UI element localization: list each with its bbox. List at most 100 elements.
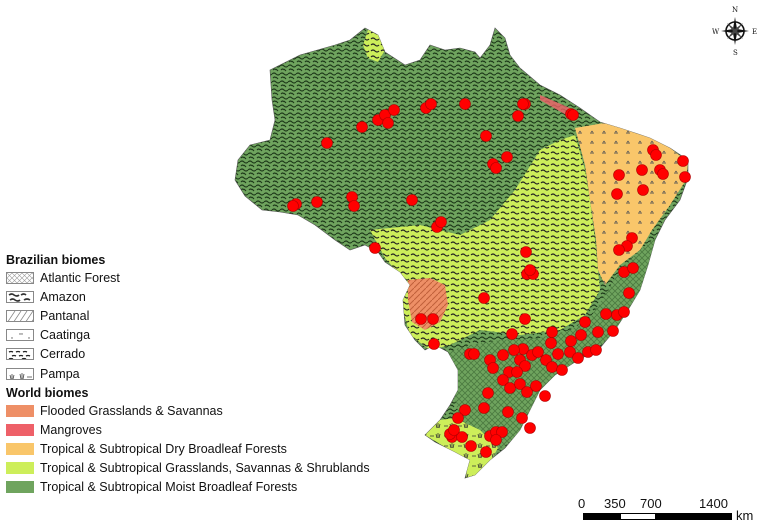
grasslands-savannas-swatch [6,462,34,475]
occurrence-point [517,98,529,110]
occurrence-point [650,149,662,161]
scale-unit: km [736,508,754,523]
scale-bar: 0 350 700 1400 km [578,496,768,526]
brazil-map [234,27,689,479]
legend-item-cerrado: Cerrado [6,345,406,364]
occurrence-point [545,337,557,349]
occurrence-point [502,406,514,418]
occurrence-point [388,104,400,116]
occurrence-point [657,168,669,180]
occurrence-point [496,426,508,438]
crosshatch-icon [6,271,34,284]
occurrence-point [512,110,524,122]
occurrence-point [478,402,490,414]
world-biomes-title: World biomes [6,386,89,401]
mangroves-swatch [6,423,34,436]
occurrence-point [459,404,471,416]
occurrence-point [459,98,471,110]
diagonal-hatch-icon [6,309,34,322]
occurrence-point [600,308,612,320]
compass-star-icon [721,17,749,45]
scale-segment-2 [620,513,656,520]
occurrence-point [552,348,564,360]
occurrence-point [501,151,513,163]
atlantic-forest-region [448,230,670,450]
occurrence-point [539,390,551,402]
occurrence-point [565,335,577,347]
legend-item-mangroves: Mangroves [6,420,406,439]
occurrence-point [524,264,536,276]
occurrence-point [435,216,447,228]
occurrence-point [465,440,477,452]
occurrence-point [546,326,558,338]
occurrence-point [572,352,584,364]
occurrence-point [592,326,604,338]
occurrence-point [636,164,648,176]
occurrence-point [532,346,544,358]
occurrence-point [613,169,625,181]
occurrence-point [637,184,649,196]
occurrence-point [520,246,532,258]
occurrence-point [575,329,587,341]
wavy-dash-icon [6,348,34,361]
legend-item-pampa: Pampa [6,364,406,383]
legend-item-atlantic-forest: Atlantic Forest [6,268,406,287]
legend-item-moist-broadleaf: Tropical & Subtropical Moist Broadleaf F… [6,478,406,497]
occurrence-point [487,362,499,374]
occurrence-point [623,287,635,299]
occurrence-point [567,109,579,121]
occurrence-point [490,434,502,446]
occurrence-point [613,244,625,256]
moist-broadleaf-swatch [6,481,34,494]
occurrence-point [516,412,528,424]
occurrence-point [468,348,480,360]
occurrence-point [482,387,494,399]
occurrence-point [546,361,558,373]
map-legend: Brazilian biomes Atlantic Forest Amazon … [6,252,406,497]
brazilian-biomes-title: Brazilian biomes [6,253,106,267]
occurrence-point [607,325,619,337]
compass-south-label: S [733,49,738,57]
scale-tick-1400: 1400 [699,496,728,511]
occurrence-point [556,364,568,376]
occurrence-point [287,200,299,212]
occurrence-point [369,242,381,254]
occurrence-point [480,446,492,458]
pampa-region [425,418,498,478]
occurrence-point [348,200,360,212]
occurrence-point [406,194,418,206]
legend-item-pantanal: Pantanal [6,306,406,325]
scale-segment-3 [656,513,732,520]
compass-rose: N W E S [712,6,758,58]
occurrence-point [311,196,323,208]
occurrence-point [521,386,533,398]
occurrence-point [530,380,542,392]
occurrence-point [506,328,518,340]
occurrence-points [287,98,691,458]
legend-item-flooded-grasslands: Flooded Grasslands & Savannas [6,401,406,420]
occurrence-point [679,171,691,183]
compass-north-label: N [732,6,739,14]
compass-east-label: E [752,28,758,36]
occurrence-point [497,349,509,361]
scale-tick-700: 700 [640,496,662,511]
caatinga-region [575,122,688,285]
dry-broadleaf-swatch [6,443,34,456]
occurrence-point [425,98,437,110]
occurrence-point [382,117,394,129]
occurrence-point [514,378,526,390]
legend-item-caatinga: Caatinga [6,326,406,345]
compass-west-label: W [712,28,720,36]
occurrence-point [448,424,460,436]
occurrence-point [427,313,439,325]
occurrence-point [590,344,602,356]
occurrence-point [456,431,468,443]
legend-item-dry-broadleaf: Tropical & Subtropical Dry Broadleaf For… [6,440,406,459]
occurrence-point [524,422,536,434]
grass-tuft-icon [6,367,34,380]
occurrence-point [480,130,492,142]
occurrence-point [564,346,576,358]
occurrence-point [428,338,440,350]
occurrence-point [321,137,333,149]
